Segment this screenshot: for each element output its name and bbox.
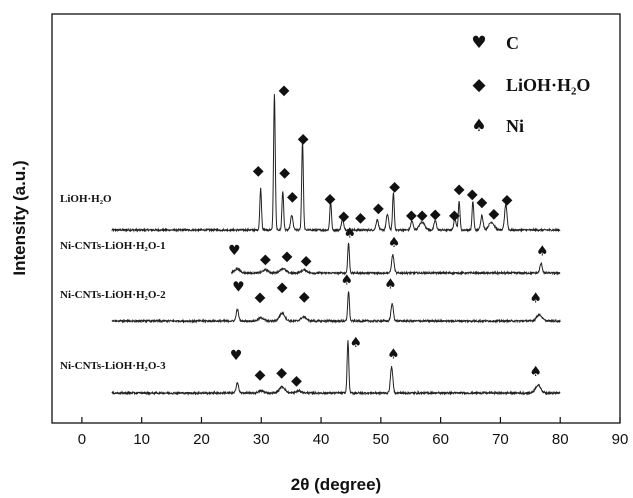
diamond-marker: ◆ <box>291 373 302 389</box>
x-tick-label: 40 <box>313 431 330 448</box>
diamond-marker: ◆ <box>277 280 288 296</box>
diamond-marker: ◆ <box>282 248 293 264</box>
x-tick-label: 30 <box>253 431 270 448</box>
diamond-marker: ◆ <box>454 181 465 197</box>
diamond-marker: ◆ <box>355 210 366 226</box>
x-axis: 0 10 20 30 40 50 60 70 80 90 <box>78 417 629 448</box>
series-label: Ni-CNTs-LiOH·H₂O-1 <box>60 240 166 252</box>
diamond-marker: ◆ <box>299 289 310 305</box>
traces <box>112 94 560 394</box>
diamond-marker: ◆ <box>406 207 417 223</box>
series-trace <box>112 291 560 322</box>
diamond-marker: ◆ <box>338 208 349 224</box>
series-label: LiOH·H₂O <box>60 193 112 205</box>
series-labels: LiOH·H₂O Ni-CNTs-LiOH·H₂O-1 Ni-CNTs-LiOH·H… <box>60 193 166 372</box>
x-tick-label: 70 <box>492 431 509 448</box>
diamond-marker: ◆ <box>301 253 312 269</box>
spade-marker: ♠ <box>387 346 400 362</box>
spade-marker: ♠ <box>343 225 356 241</box>
spade-marker: ♠ <box>529 364 542 380</box>
diamond-marker: ◆ <box>449 207 460 223</box>
y-axis-label: Intensity (a.u.) <box>10 160 29 275</box>
diamond-marker: ◆ <box>253 163 264 179</box>
spade-marker: ♠ <box>529 291 542 307</box>
x-tick-label: 80 <box>552 431 569 448</box>
diamond-marker: ◆ <box>430 206 441 222</box>
x-axis-label: 2θ (degree) <box>291 475 381 494</box>
diamond-marker: ◆ <box>502 192 513 208</box>
spade-marker: ♠ <box>340 272 353 288</box>
x-tick-label: 20 <box>193 431 210 448</box>
legend-marker: ♠ <box>471 116 486 136</box>
heart-marker: ♥ <box>230 348 243 364</box>
diamond-marker: ◆ <box>476 194 487 210</box>
peak-markers: ◆◆◆◆◆◆◆ ◆◆◆◆ ◆ ◆ ◆◆ ◆◆◆◆♥◆ ◆ ◆♠♠♠♥◆◆◆♠ ♠♠♥◆ ◆ ◆♠♠♠ <box>228 83 548 389</box>
series-label: Ni-CNTs-LiOH·H₂O-3 <box>60 360 166 372</box>
diamond-marker: ◆ <box>279 83 290 99</box>
diamond-marker: ◆ <box>279 165 290 181</box>
diamond-marker: ◆ <box>287 189 298 205</box>
legend-marker: ◆ <box>472 75 486 95</box>
diamond-marker: ◆ <box>276 365 287 381</box>
diamond-marker: ◆ <box>260 251 271 267</box>
legend: ♥ C ◆ LiOH·H₂O ♠ Ni <box>471 33 590 136</box>
legend-marker: ♥ <box>471 33 486 53</box>
heart-marker: ♥ <box>228 243 241 259</box>
spade-marker: ♠ <box>349 335 362 351</box>
series-label: Ni-CNTs-LiOH·H₂O-2 <box>60 289 166 301</box>
x-tick-label: 0 <box>78 431 86 448</box>
x-tick-label: 50 <box>372 431 389 448</box>
diamond-marker: ◆ <box>255 290 266 306</box>
diamond-marker: ◆ <box>488 206 499 222</box>
diamond-marker: ◆ <box>298 131 309 147</box>
spade-marker: ♠ <box>536 244 549 260</box>
legend-label: C <box>506 33 519 53</box>
spade-marker: ♠ <box>388 235 401 251</box>
spade-marker: ♠ <box>384 277 397 293</box>
diamond-marker: ◆ <box>389 179 400 195</box>
legend-label: LiOH·H₂O <box>506 75 590 95</box>
diamond-marker: ◆ <box>325 191 336 207</box>
x-tick-label: 90 <box>612 431 629 448</box>
legend-label: Ni <box>506 116 524 136</box>
series-trace <box>112 340 560 394</box>
diamond-marker: ◆ <box>417 207 428 223</box>
diamond-marker: ◆ <box>255 367 266 383</box>
x-tick-label: 10 <box>133 431 150 448</box>
diamond-marker: ◆ <box>373 201 384 217</box>
x-tick-label: 60 <box>432 431 449 448</box>
heart-marker: ♥ <box>232 280 245 296</box>
